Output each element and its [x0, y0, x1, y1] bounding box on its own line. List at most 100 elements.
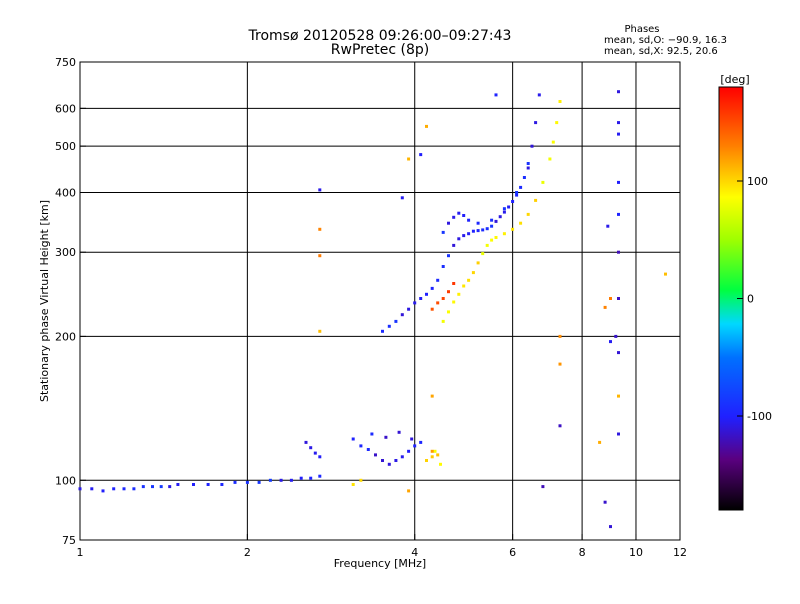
data-point — [413, 301, 417, 305]
data-point — [279, 478, 283, 482]
data-point — [447, 290, 450, 294]
colorbar-tick-label: 100 — [747, 175, 768, 188]
data-point — [309, 476, 313, 480]
data-point — [176, 483, 180, 486]
data-point — [430, 286, 434, 290]
data-point — [485, 227, 489, 231]
x-tick-label: 6 — [509, 546, 516, 559]
data-point — [410, 437, 414, 441]
data-point — [534, 121, 538, 125]
data-point — [419, 440, 423, 444]
data-point — [457, 237, 461, 241]
data-point — [78, 487, 82, 491]
data-point — [467, 278, 471, 282]
data-point — [526, 162, 530, 165]
data-point — [617, 90, 620, 94]
data-point — [507, 205, 511, 209]
data-point — [112, 487, 116, 491]
data-point — [430, 449, 434, 453]
data-point — [664, 272, 667, 276]
data-point — [400, 196, 404, 200]
data-point — [494, 236, 498, 239]
colorbar-tick-label: 0 — [747, 293, 754, 306]
data-point — [519, 221, 523, 225]
data-point — [436, 453, 440, 457]
data-point — [452, 282, 456, 285]
data-point — [617, 212, 620, 216]
data-point — [452, 215, 456, 219]
data-point — [603, 500, 607, 504]
data-point — [467, 218, 471, 222]
data-point — [425, 124, 428, 128]
data-point — [400, 455, 404, 459]
x-tick-label: 10 — [629, 546, 643, 559]
data-point — [366, 448, 370, 451]
data-point — [351, 437, 355, 441]
data-point — [381, 459, 384, 462]
data-point — [558, 362, 562, 366]
data-point — [430, 394, 434, 398]
data-point — [299, 476, 303, 480]
data-point — [430, 307, 434, 311]
data-point — [609, 525, 612, 529]
data-point — [436, 278, 440, 282]
phases-o-stats: mean, sd,O: −90.9, 16.3 — [604, 35, 727, 46]
data-point — [407, 489, 411, 493]
data-point — [490, 238, 494, 242]
data-point — [462, 214, 466, 217]
data-point — [101, 489, 105, 493]
y-tick-label: 600 — [55, 102, 76, 115]
chart-subtitle: RwPretec (8p) — [331, 42, 429, 58]
data-point — [614, 334, 618, 338]
x-tick-label: 4 — [411, 546, 418, 559]
data-point — [425, 459, 428, 462]
data-point — [400, 313, 404, 317]
data-point — [519, 185, 523, 189]
data-point — [494, 219, 498, 223]
data-point — [511, 200, 515, 203]
data-point — [502, 210, 506, 214]
data-point — [551, 140, 555, 144]
data-point — [558, 424, 562, 428]
data-point — [407, 307, 411, 311]
data-point — [351, 483, 355, 486]
data-point — [530, 144, 534, 148]
data-point — [490, 218, 494, 222]
data-point — [220, 483, 224, 486]
data-point — [457, 292, 461, 296]
data-point — [141, 485, 145, 489]
data-point — [407, 157, 411, 161]
data-point — [617, 132, 620, 136]
data-point — [233, 480, 237, 484]
data-points — [78, 90, 667, 529]
data-point — [447, 254, 450, 258]
y-tick-label: 400 — [55, 186, 76, 199]
data-point — [598, 440, 602, 444]
colorbar-label: [deg] — [720, 73, 749, 86]
data-point — [159, 485, 163, 489]
data-point — [397, 430, 401, 434]
data-point — [419, 297, 423, 300]
data-point — [555, 121, 559, 125]
data-point — [490, 224, 494, 228]
data-point — [413, 444, 417, 448]
data-point — [318, 188, 322, 192]
data-point — [419, 153, 423, 157]
data-point — [318, 474, 322, 478]
data-point — [425, 292, 428, 296]
data-point — [245, 480, 249, 484]
data-point — [522, 176, 526, 179]
data-point — [309, 446, 313, 450]
data-point — [558, 334, 562, 338]
chart-title: Tromsø 20120528 09:26:00–09:27:43 — [248, 28, 512, 44]
data-point — [617, 432, 620, 436]
data-point — [471, 229, 475, 233]
data-point — [467, 232, 471, 236]
data-point — [498, 215, 502, 219]
data-point — [502, 232, 506, 236]
y-tick-label: 200 — [55, 330, 76, 343]
data-point — [511, 227, 515, 231]
colorbar-ticks: 100 0 -100 — [737, 175, 772, 423]
x-tick-label: 1 — [77, 546, 84, 559]
